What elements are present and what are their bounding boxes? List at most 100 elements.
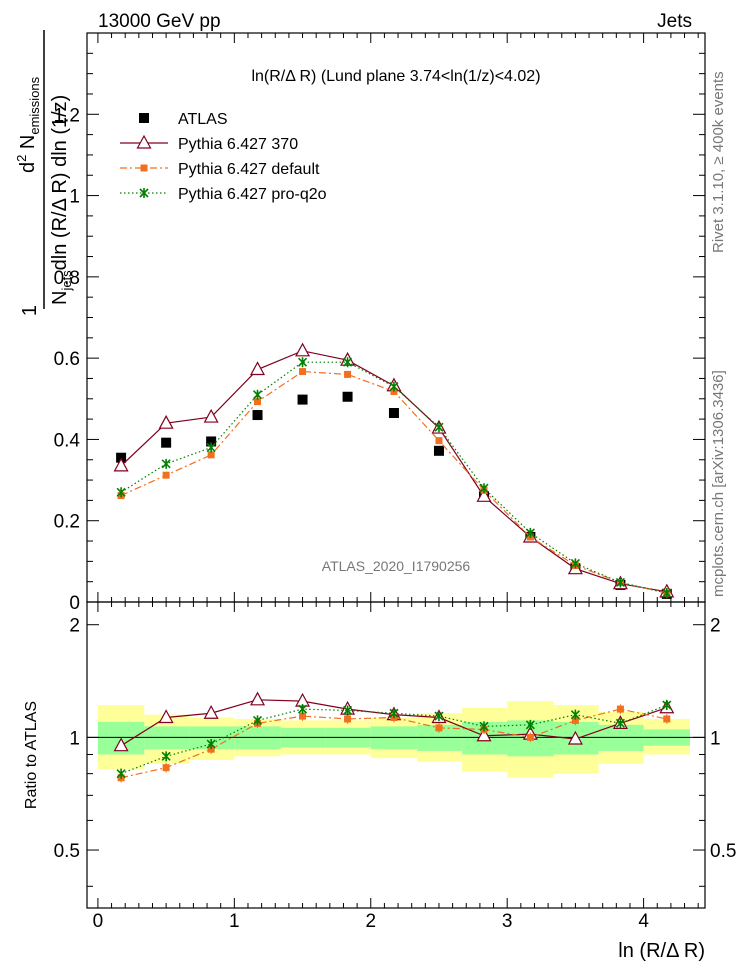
ratio-point xyxy=(207,745,215,753)
ylabel-one: 1 xyxy=(19,305,41,316)
chart-title: ln(R/Δ R) (Lund plane 3.74<ln(1/z)<4.02) xyxy=(251,68,540,85)
star-lines xyxy=(206,739,216,750)
legend-marker xyxy=(139,188,149,198)
data-point xyxy=(254,398,262,406)
ratio-y-tick-label: 1 xyxy=(69,728,80,749)
data-point xyxy=(297,357,308,368)
star-lines xyxy=(434,422,444,433)
x-tick-label: 2 xyxy=(365,911,376,932)
ratio-point xyxy=(663,715,671,723)
star-lines xyxy=(479,483,489,494)
legend-marker xyxy=(139,113,149,123)
ratio-panel: 0 1 2 3 4 0.5 0.5 1 1 2 2 xyxy=(54,33,736,932)
star-lines xyxy=(615,718,625,729)
y-tick-label: 0 xyxy=(69,593,80,614)
data-point xyxy=(161,437,172,448)
rivet-label: Rivet 3.1.10, ≥ 400k events xyxy=(710,71,727,253)
data-point xyxy=(161,458,171,469)
data-point xyxy=(162,471,170,479)
ratio-point xyxy=(434,711,444,722)
ratio-point xyxy=(161,751,171,762)
star-lines xyxy=(570,709,580,720)
star-lines xyxy=(206,442,216,453)
ratio-point xyxy=(526,733,534,741)
ratio-y-tick-label-right: 0.5 xyxy=(710,841,736,862)
ratio-point xyxy=(250,691,266,706)
star-lines xyxy=(139,188,149,198)
header-left-label: 13000 GeV pp xyxy=(98,11,221,32)
star-lines xyxy=(252,715,263,726)
ratio-point xyxy=(113,737,129,752)
data-point xyxy=(342,391,353,402)
star-lines xyxy=(525,527,535,538)
ratio-band-inner xyxy=(598,724,644,751)
star-lines xyxy=(389,381,399,392)
star-lines xyxy=(297,704,308,715)
mcplots-label: mcplots.cern.ch [arXiv:1306.3436] xyxy=(710,370,727,597)
x-tick-label: 0 xyxy=(93,911,104,932)
ratio-y-tick-label: 0.5 xyxy=(54,841,80,862)
star-lines xyxy=(570,558,580,569)
star-lines xyxy=(297,357,308,368)
ratio-point xyxy=(252,715,263,726)
ratio-point xyxy=(525,719,535,730)
data-point xyxy=(476,488,492,502)
data-point xyxy=(389,381,399,392)
ratio-y-ticks: 0.5 0.5 1 1 2 2 xyxy=(54,616,736,887)
legend-entry: Pythia 6.427 default xyxy=(120,161,320,178)
star-lines xyxy=(662,588,672,599)
main-panel: 0 0.2 0.4 0.6 0.8 1 1.2 xyxy=(54,32,706,614)
ratio-point xyxy=(344,715,352,723)
ratio-point xyxy=(203,704,219,719)
ratio-y-tick-label-right: 2 xyxy=(710,616,721,637)
ratio-point xyxy=(297,704,308,715)
star-lines xyxy=(161,751,171,762)
data-point xyxy=(295,342,311,357)
legend-marker xyxy=(140,164,148,172)
star-lines xyxy=(434,711,444,722)
ratio-point xyxy=(570,709,580,720)
data-point xyxy=(435,437,443,445)
ratio-point xyxy=(616,705,624,713)
ratio-point xyxy=(476,727,492,742)
data-point xyxy=(252,389,263,400)
data-point xyxy=(116,487,126,498)
data-point xyxy=(113,457,129,472)
legend-label: ATLAS xyxy=(178,111,228,128)
ylabel-dln-rdr: dln (R/Δ R) xyxy=(49,172,71,270)
x-ticks: 0 1 2 3 4 xyxy=(93,33,699,932)
data-point xyxy=(662,588,672,599)
header-right-label: Jets xyxy=(657,11,692,32)
ylabel-jets-sub: jets xyxy=(59,270,74,292)
svg-text:Njetsdln (R/Δ R) dln (1/z): Njetsdln (R/Δ R) dln (1/z) xyxy=(49,95,74,305)
ratio-point xyxy=(571,716,579,724)
star-lines xyxy=(161,458,171,469)
y-tick-label: 0.6 xyxy=(54,349,80,370)
series-pythia-6-427-pro-q2o xyxy=(116,357,672,599)
data-point xyxy=(434,422,444,433)
data-point xyxy=(570,558,580,569)
data-point xyxy=(297,394,308,405)
ylabel-emissions: emissions xyxy=(27,76,42,134)
ratio-frame xyxy=(86,601,706,909)
star-lines xyxy=(662,700,672,711)
svg-text:1: 1 xyxy=(19,305,41,316)
data-point xyxy=(207,451,215,459)
data-point xyxy=(433,445,444,456)
legend-label: Pythia 6.427 default xyxy=(178,161,320,178)
ratio-point xyxy=(299,712,307,720)
ratio-point xyxy=(158,709,174,724)
x-tick-label: 3 xyxy=(502,911,513,932)
ratio-series-pythia-6-427-pro-q2o xyxy=(116,700,672,779)
data-point xyxy=(206,436,217,447)
data-point xyxy=(206,442,216,453)
y-tick-label: 1 xyxy=(69,187,80,208)
ratio-y-tick-label: 2 xyxy=(69,616,80,637)
legend-entry: Pythia 6.427 370 xyxy=(120,134,298,153)
y-tick-label: 1.2 xyxy=(54,105,80,126)
legend-marker xyxy=(136,134,152,149)
y-tick-label: 0.4 xyxy=(54,430,81,451)
y-tick-label: 0.2 xyxy=(54,512,80,533)
ratio-point xyxy=(343,705,353,716)
